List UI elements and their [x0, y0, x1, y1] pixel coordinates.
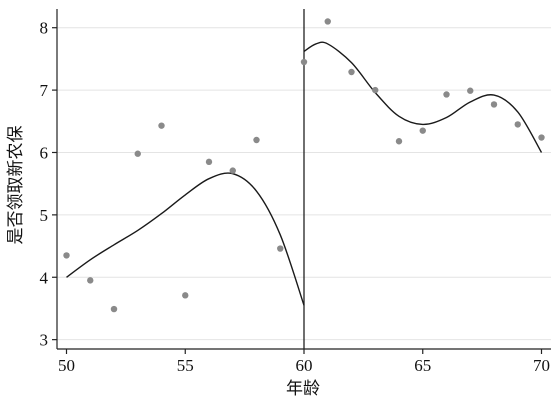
x-tick-label: 50 — [58, 356, 75, 375]
y-tick-label: 4 — [40, 268, 49, 287]
ticks: 3 4 5 6 7 8 50 55 60 65 70 — [40, 19, 551, 375]
y-tick-label: 5 — [40, 206, 49, 225]
data-point — [277, 245, 284, 252]
fit-line-left — [66, 172, 305, 306]
x-tick-label: 65 — [414, 356, 431, 375]
data-point — [443, 91, 450, 98]
data-point — [253, 136, 260, 144]
data-point — [229, 167, 236, 174]
data-point — [300, 58, 308, 66]
fit-line-right — [303, 41, 543, 153]
data-point — [395, 138, 403, 145]
y-tick-label: 6 — [40, 143, 49, 162]
data-point — [348, 68, 355, 76]
data-point — [538, 134, 545, 141]
y-tick-label: 7 — [40, 81, 49, 100]
x-tick-label: 60 — [296, 356, 313, 375]
data-point — [419, 127, 426, 134]
data-points — [63, 18, 545, 313]
data-point — [205, 158, 213, 166]
y-tick-label: 8 — [40, 19, 49, 38]
data-point — [158, 122, 165, 129]
x-axis-title: 年龄 — [286, 379, 320, 399]
x-tick-label: 70 — [533, 356, 550, 375]
data-point — [87, 277, 94, 284]
y-axis-title: 是否领取新农保 — [6, 126, 26, 245]
fitted-curves — [66, 41, 543, 306]
data-point — [490, 101, 498, 108]
data-point — [182, 292, 189, 299]
data-point — [514, 121, 521, 128]
data-point — [63, 252, 70, 259]
data-point — [372, 86, 379, 94]
data-point — [110, 305, 118, 313]
data-point — [324, 18, 331, 25]
y-tick-label: 3 — [40, 331, 49, 350]
data-point — [134, 150, 141, 157]
x-tick-label: 55 — [177, 356, 194, 375]
data-point — [467, 87, 474, 94]
